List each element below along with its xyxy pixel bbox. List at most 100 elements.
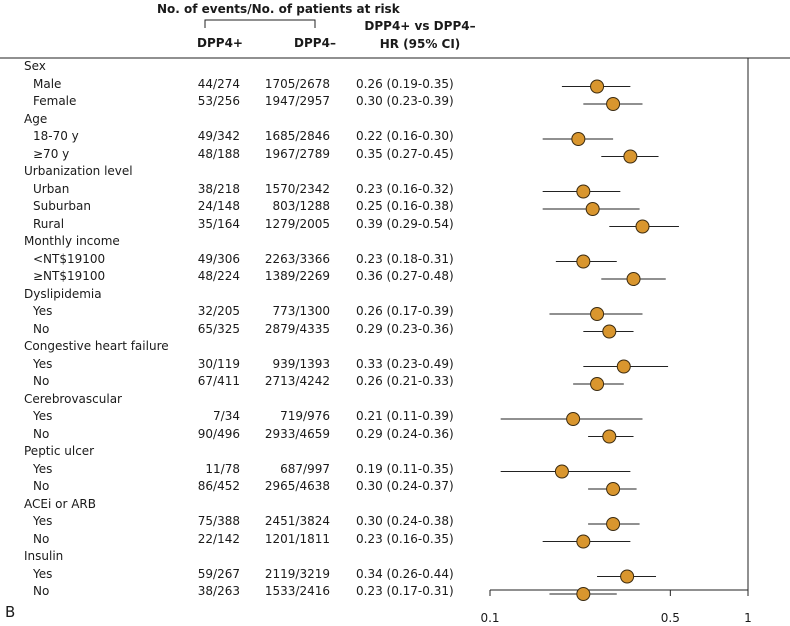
cell-hr-ci: 0.30 (0.24-0.38) [356, 514, 454, 528]
cell-hr-ci: 0.29 (0.23-0.36) [356, 321, 454, 336]
cell-dpp4-pos: 48/224 [197, 269, 240, 283]
cell-hr-ci: 0.36 (0.27-0.48) [356, 269, 454, 283]
cell-hr-ci: 0.30 (0.23-0.39) [356, 94, 454, 108]
row-label: Yes [33, 304, 53, 318]
cell-dpp4-neg: 2451/3824 [264, 514, 330, 528]
cell-dpp4-pos: 11/78 [205, 461, 240, 476]
row-label: ≥NT$19100 [33, 269, 106, 283]
cell-dpp4-pos: 32/205 [197, 304, 240, 318]
row-label: Rural [33, 216, 65, 231]
hr-point [576, 534, 591, 549]
cell-hr-ci: 0.26 (0.19-0.35) [356, 76, 454, 91]
row-label: No [33, 479, 50, 493]
hr-point [626, 272, 641, 286]
cell-dpp4-pos: 90/496 [197, 426, 240, 441]
x-axis-ticks: 0.1 0.5 1 [480, 590, 752, 625]
cell-dpp4-neg: 2119/3219 [264, 566, 330, 581]
cell-hr-ci: 0.34 (0.26-0.44) [356, 566, 454, 581]
group-label: Age [24, 111, 48, 126]
row-label: Yes [33, 409, 53, 423]
group-label: ACEi or ARB [24, 496, 96, 511]
hr-point [576, 587, 591, 601]
cell-dpp4-pos: 44/274 [197, 76, 240, 91]
group-label: Monthly income [24, 234, 120, 248]
x-tick-label: 0.1 [480, 611, 499, 625]
cell-dpp4-pos: 48/188 [197, 146, 240, 161]
cell-dpp4-pos: 7/34 [213, 409, 240, 423]
hr-point [590, 377, 605, 391]
row-label: Urban [33, 181, 70, 196]
group-label: Insulin [24, 549, 64, 563]
cell-hr-ci: 0.21 (0.11-0.39) [356, 409, 454, 423]
row-label: Yes [33, 566, 53, 581]
cell-hr-ci: 0.23 (0.18-0.31) [356, 251, 454, 266]
hr-point [602, 429, 617, 444]
cell-dpp4-pos: 75/388 [197, 514, 240, 528]
cell-hr-ci: 0.23 (0.16-0.32) [356, 181, 454, 196]
row-label: Female [33, 94, 77, 108]
row-label: No [33, 531, 50, 546]
row-label: No [33, 584, 50, 598]
cell-dpp4-pos: 38/218 [197, 181, 240, 196]
cell-dpp4-neg: 1685/2846 [264, 129, 330, 143]
header-col-dpp4-neg: DPP4– [294, 36, 336, 50]
header-col-hr-line1: DPP4+ vs DPP4– [364, 19, 476, 33]
hr-point [606, 482, 621, 496]
cell-dpp4-neg: 773/1300 [272, 304, 331, 318]
cell-dpp4-pos: 65/325 [197, 321, 240, 336]
cell-dpp4-pos: 30/119 [197, 356, 240, 371]
x-tick-label: 1 [744, 611, 752, 625]
row-label: Yes [33, 461, 53, 476]
cell-dpp4-neg: 1201/1811 [264, 531, 330, 546]
hr-point [554, 464, 569, 479]
cell-dpp4-neg: 2933/4659 [264, 426, 330, 441]
header-bracket [204, 19, 316, 28]
cell-dpp4-pos: 86/452 [197, 479, 240, 493]
cell-dpp4-neg: 1947/2957 [264, 94, 330, 108]
row-label: Male [33, 76, 62, 91]
cell-dpp4-pos: 49/306 [197, 251, 240, 266]
cell-dpp4-neg: 719/976 [280, 409, 330, 423]
group-label: Congestive heart failure [24, 339, 169, 353]
hr-point [620, 569, 635, 584]
cell-hr-ci: 0.30 (0.24-0.37) [356, 479, 454, 493]
cell-hr-ci: 0.29 (0.24-0.36) [356, 426, 454, 441]
cell-dpp4-pos: 49/342 [197, 129, 240, 143]
cell-hr-ci: 0.35 (0.27-0.45) [356, 146, 454, 161]
cell-dpp4-neg: 939/1393 [272, 356, 331, 371]
cell-dpp4-pos: 53/256 [197, 94, 240, 108]
cell-dpp4-pos: 35/164 [197, 216, 240, 231]
cell-dpp4-neg: 2713/4242 [264, 374, 330, 388]
header-col-hr-line2: HR (95% CI) [379, 37, 461, 51]
row-label: <NT$19100 [33, 251, 106, 266]
x-tick-label: 0.5 [661, 611, 680, 625]
group-label: Sex [24, 59, 46, 73]
hr-point [606, 97, 621, 111]
cell-dpp4-neg: 1705/2678 [264, 76, 330, 91]
row-label: No [33, 374, 50, 388]
hr-point [585, 202, 600, 216]
cell-hr-ci: 0.22 (0.16-0.30) [356, 129, 454, 143]
cell-dpp4-pos: 59/267 [197, 566, 240, 581]
cell-hr-ci: 0.33 (0.23-0.49) [356, 356, 454, 371]
cell-dpp4-pos: 24/148 [197, 199, 240, 213]
cell-dpp4-neg: 687/997 [280, 461, 330, 476]
hr-point [635, 219, 650, 234]
hr-point [571, 132, 586, 146]
panel-label: B [5, 603, 16, 621]
hr-point [606, 517, 621, 531]
cell-dpp4-neg: 1279/2005 [264, 216, 330, 231]
cell-dpp4-neg: 2263/3366 [264, 251, 330, 266]
cell-dpp4-pos: 22/142 [197, 531, 240, 546]
group-label: Urbanization level [24, 164, 133, 178]
row-label: No [33, 321, 50, 336]
cell-hr-ci: 0.26 (0.17-0.39) [356, 304, 454, 318]
group-label: Peptic ulcer [24, 444, 95, 458]
cell-dpp4-neg: 1570/2342 [264, 181, 330, 196]
cell-dpp4-neg: 1389/2269 [264, 269, 330, 283]
hr-point [566, 412, 581, 426]
group-label: Dyslipidemia [24, 286, 102, 301]
cell-hr-ci: 0.26 (0.21-0.33) [356, 374, 454, 388]
cell-dpp4-neg: 803/1288 [272, 199, 331, 213]
